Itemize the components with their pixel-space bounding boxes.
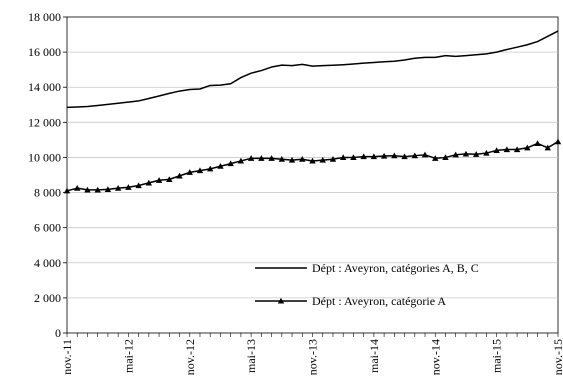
data-point-marker [186,169,193,175]
y-tick-label: 8 000 [34,186,61,200]
data-point-marker [339,154,347,161]
data-point-marker [74,184,81,191]
data-point-marker [237,157,245,164]
y-tick-label: 4 000 [34,256,61,270]
data-point-marker [483,149,490,156]
data-point-marker [155,177,163,183]
y-tick-label: 16 000 [28,45,61,59]
y-tick-label: 18 000 [28,10,61,24]
data-point-marker [391,152,398,159]
data-point-marker [534,140,541,146]
y-tick-label: 6 000 [34,221,61,235]
data-point-marker [288,156,296,163]
legend-label-1: Dépt : Aveyron, catégories A, B, C [312,261,479,275]
data-point-marker [176,172,183,179]
data-point-marker [94,186,101,193]
x-axis: nov.-11 mai-12 nov.-12 mai-13 nov.-13 mai-14 n… [60,333,563,375]
data-point-marker [524,144,531,151]
data-point-marker [135,182,142,189]
data-point-marker [63,187,71,194]
data-point-marker [472,151,480,157]
legend: Dépt : Aveyron, catégories A, B, C Dépt :… [255,261,479,308]
data-point-marker [258,155,265,161]
data-point-marker [278,156,286,162]
x-tick-label: mai-14 [367,339,381,373]
data-point-marker [442,154,449,161]
x-tick-label: nov.-11 [60,339,74,375]
data-point-marker [503,146,511,153]
data-point-marker [544,144,551,151]
x-tick-label: nov.-14 [428,339,442,375]
series-lines [63,30,562,194]
data-point-marker [166,176,173,182]
data-point-marker [104,186,112,192]
x-tick-label: mai-15 [490,339,504,373]
series-line-2 [66,140,559,192]
data-point-marker [114,184,122,191]
data-point-marker [513,146,521,153]
data-point-marker [432,155,439,161]
data-point-marker [411,152,418,159]
data-point-marker [380,152,388,159]
data-point-marker [84,186,91,193]
data-point-marker [268,155,275,161]
y-tick-label: 2 000 [34,291,61,305]
x-tick-label: nov.-12 [183,339,197,375]
y-tick-label: 0 [55,326,61,340]
data-point-marker [309,157,316,164]
data-point-marker [452,151,459,158]
x-tick-label: mai-12 [121,339,135,373]
data-point-marker [493,147,500,153]
legend-marker [277,297,285,304]
series-line-1 [66,30,559,109]
data-point-marker [217,163,224,169]
data-point-marker [319,156,326,163]
data-point-marker [462,150,470,157]
y-tick-label: 12 000 [28,115,61,129]
plot-area-frame [66,16,559,334]
data-point-marker [329,156,337,162]
legend-label-2: Dépt : Aveyron, catégorie A [312,294,446,308]
data-point-marker [227,160,234,167]
data-point-marker [370,153,378,160]
data-point-marker [421,151,429,158]
y-tick-label: 14 000 [28,80,61,94]
data-point-marker [554,138,562,145]
x-tick-label: mai-13 [244,339,258,373]
data-point-marker [145,179,153,186]
data-point-marker [360,153,367,160]
x-tick-label: nov.-13 [306,339,320,375]
data-point-marker [350,154,357,161]
y-tick-label: 10 000 [28,150,61,164]
data-point-marker [196,167,204,174]
data-point-marker [401,153,408,160]
data-point-marker [247,155,255,161]
data-point-marker [125,184,132,190]
data-point-marker [299,156,306,162]
data-point-marker [207,165,214,172]
y-axis: 0 2 000 4 000 6 000 8 000 10 000 12 000 14 000 1… [28,10,559,340]
x-tick-label: nov.-15 [551,339,563,375]
